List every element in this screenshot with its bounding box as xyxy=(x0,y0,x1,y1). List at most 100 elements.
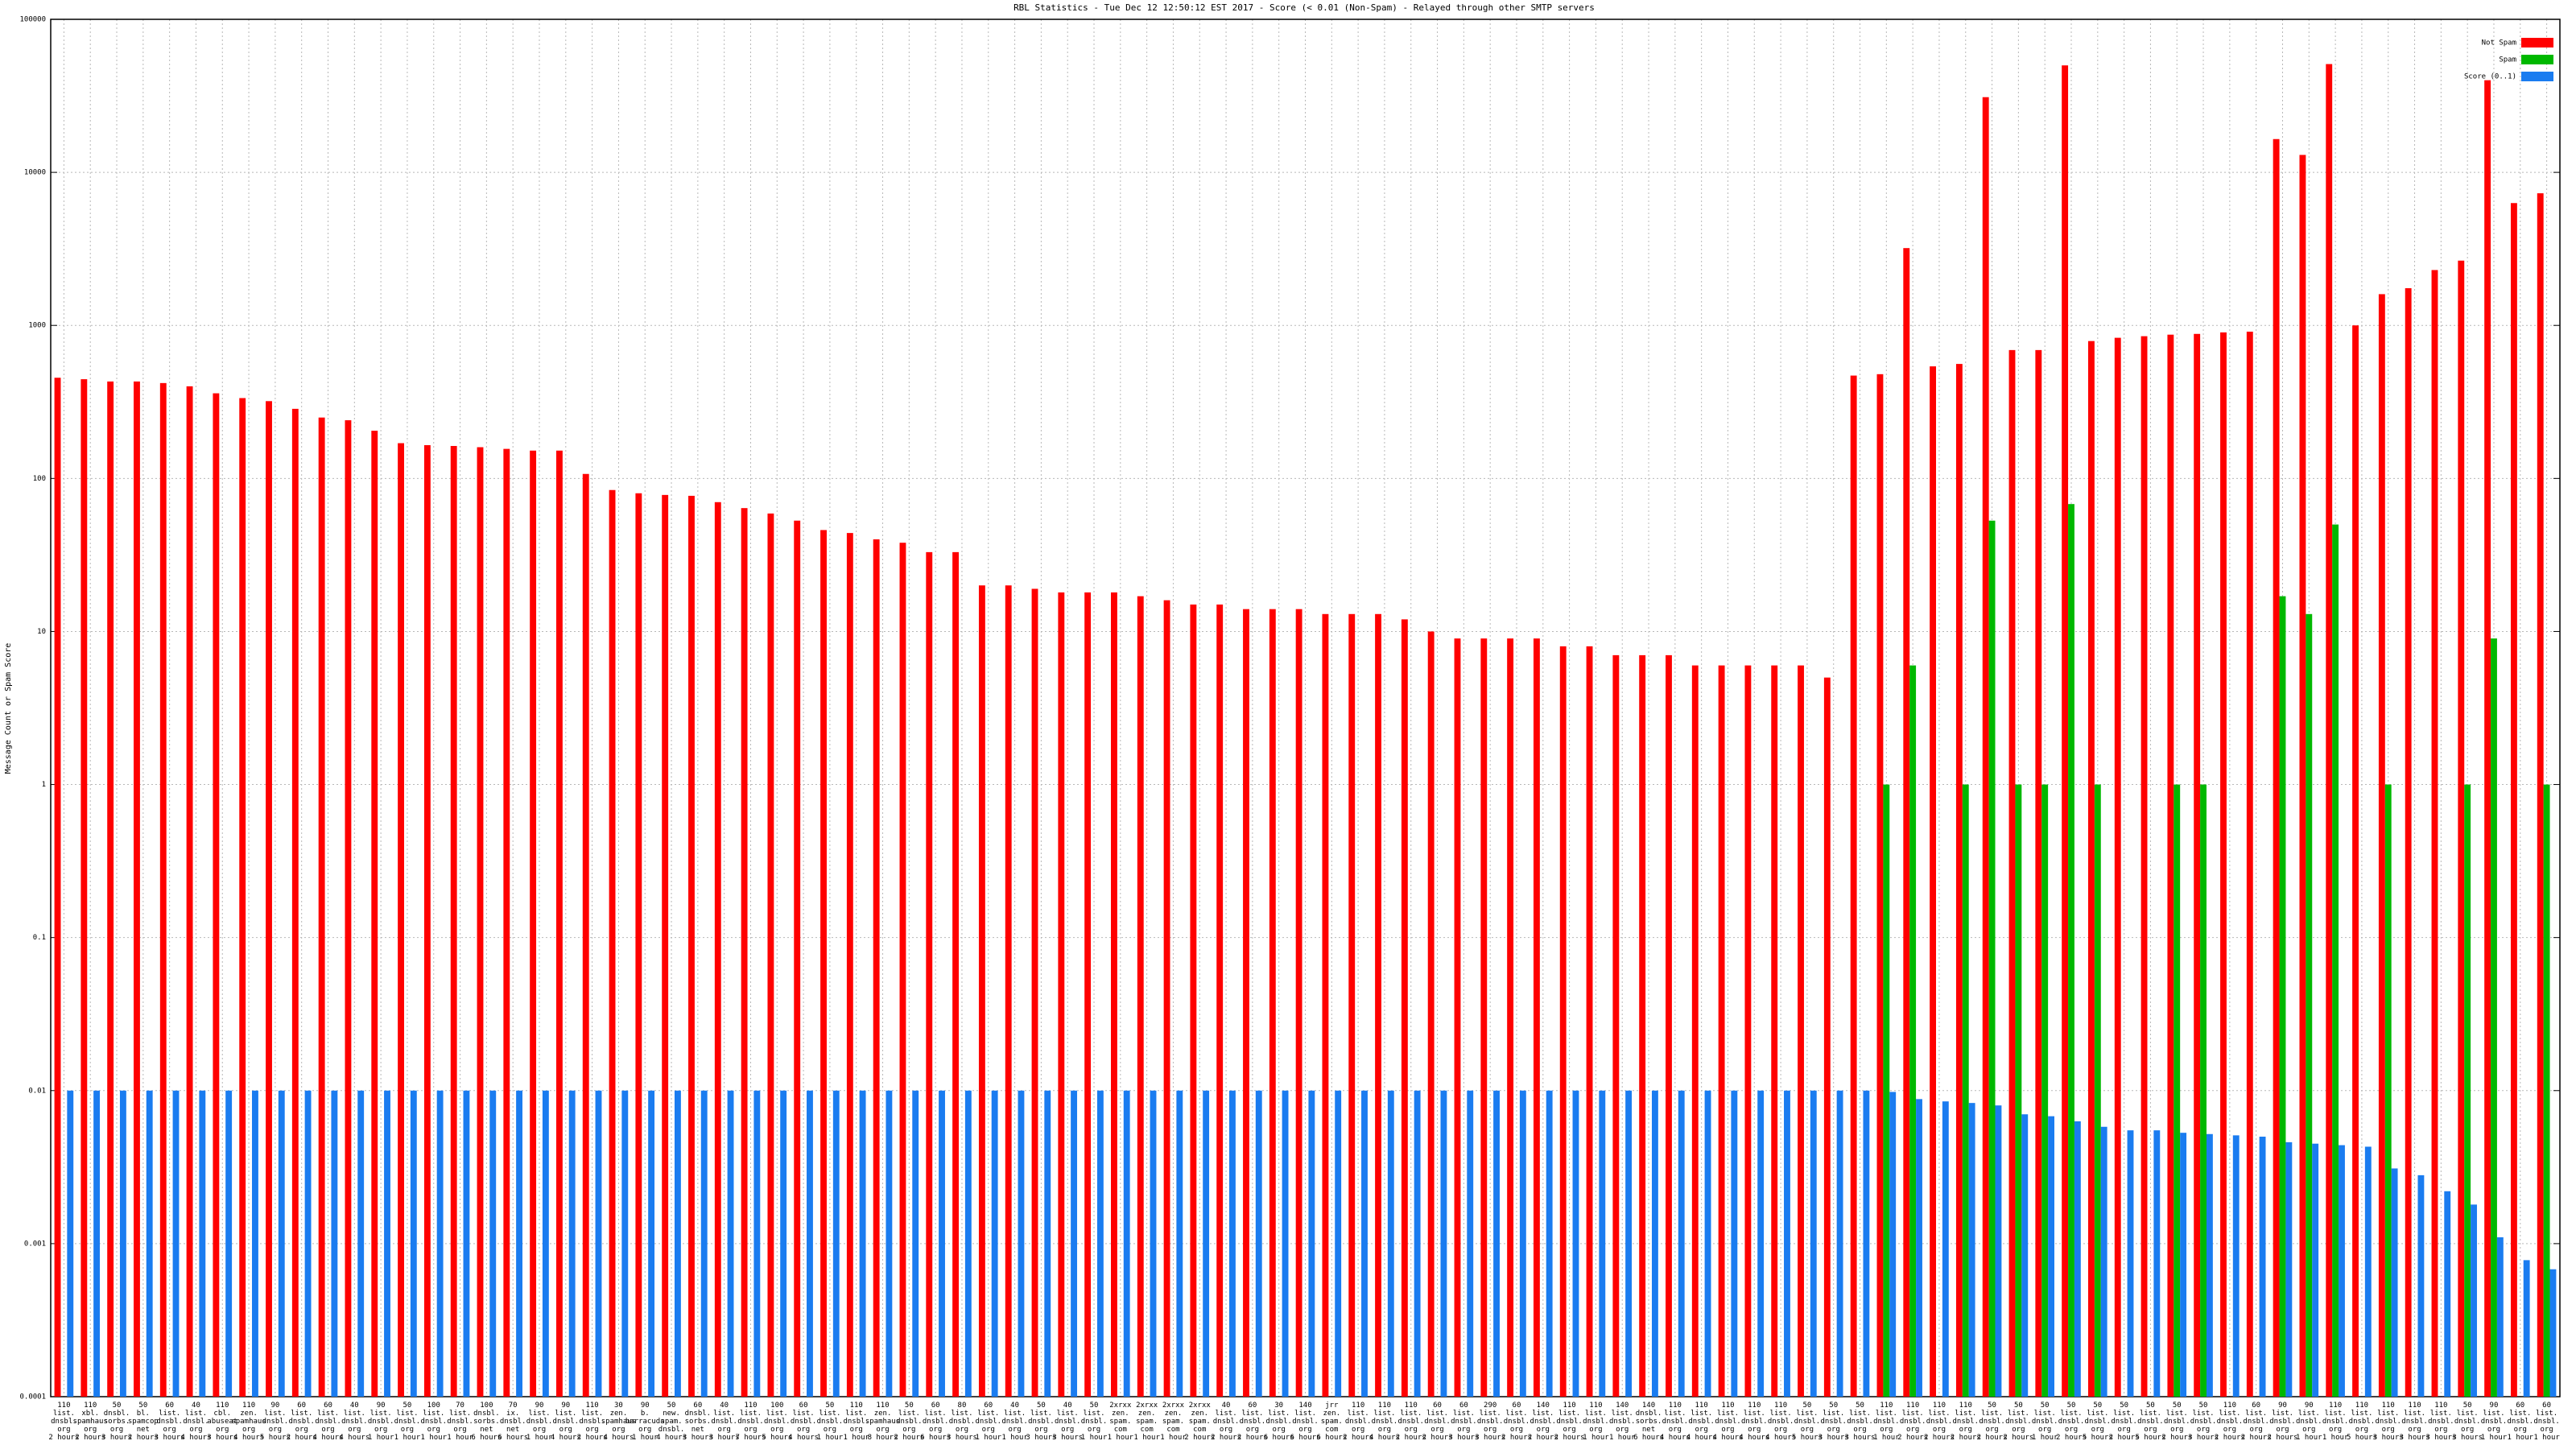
bar xyxy=(2140,336,2148,1397)
x-tick-label: 70 ix. dnsbl. net 6 hours xyxy=(497,1402,528,1442)
bar xyxy=(807,1090,813,1397)
bar xyxy=(648,1090,655,1397)
bar xyxy=(1519,1090,1526,1397)
bar xyxy=(1322,613,1329,1397)
x-tick-label: 110 list. dnsbl. org 2 hours xyxy=(1924,1402,1955,1442)
bar xyxy=(2279,596,2286,1397)
bar xyxy=(2114,337,2121,1397)
x-tick-label: 110 list. dnsbl. org 7 hours xyxy=(736,1402,766,1442)
bar xyxy=(767,513,774,1397)
bar xyxy=(503,448,510,1397)
bar xyxy=(2496,1237,2504,1397)
y-axis-label: Message Count or Spam Score xyxy=(4,643,13,774)
bar xyxy=(794,520,801,1397)
bar xyxy=(2491,638,2497,1397)
x-tick-label: 110 list. dnsbl. org 4 hours xyxy=(1660,1402,1690,1442)
x-tick-label: 50 list. dnsbl. org 2 hours xyxy=(1977,1402,2008,1442)
bar xyxy=(2232,1135,2240,1397)
bar xyxy=(741,508,748,1397)
bar xyxy=(1962,784,1969,1397)
x-tick-label: 50 list. dnsbl. org 2 hours xyxy=(2161,1402,2192,1442)
x-tick-label: 110 list. dnsbl. org 3 hours xyxy=(2373,1402,2404,1442)
x-tick-label: 60 list. dnsbl. org 2 hours xyxy=(1237,1402,1268,1442)
x-tick-label: 100 dnsbl. sorbs. net 6 hours xyxy=(471,1402,502,1442)
bar xyxy=(2378,294,2385,1397)
bar xyxy=(674,1090,681,1397)
x-tick-label: 60 list. dnsbl. org 2 hours xyxy=(1501,1402,1532,1442)
x-tick-label: 140 list. dnsbl. org 1 hour xyxy=(1609,1402,1636,1442)
bar xyxy=(345,420,352,1397)
bar xyxy=(1071,1090,1078,1397)
bar xyxy=(2391,1168,2398,1397)
x-tick-label: 30 list. dnsbl. org 6 hours xyxy=(1264,1402,1294,1442)
bar xyxy=(1889,1092,1897,1397)
bar xyxy=(1414,1090,1421,1397)
bar xyxy=(477,447,484,1397)
bar xyxy=(2484,80,2491,1397)
x-tick-label: 50 list. dnsbl. org 3 hours xyxy=(2452,1402,2483,1442)
bar xyxy=(1930,366,1937,1397)
bar xyxy=(1968,1103,1975,1397)
bar xyxy=(54,378,61,1397)
bar xyxy=(1955,364,1963,1397)
bar xyxy=(1836,1090,1843,1397)
bar xyxy=(410,1090,417,1397)
bar xyxy=(1255,1090,1262,1397)
x-tick-label: 100 list. dnsbl. org 1 hour xyxy=(420,1402,447,1442)
bar xyxy=(952,551,960,1397)
x-tick-label: jrr zen. spam. com 6 hours xyxy=(1316,1402,1347,1442)
x-tick-label: 90 list. dnsbl. org 1 hour xyxy=(368,1402,394,1442)
bar xyxy=(119,1090,126,1397)
bar xyxy=(2339,1145,2345,1397)
x-tick-label: 40 list. dnsbl. org 3 hours xyxy=(709,1402,740,1442)
x-tick-label: 110 list. dnsbl. org 3 hours xyxy=(2425,1402,2456,1442)
y-tick-label: 0.0001 xyxy=(19,1393,46,1402)
bar xyxy=(1190,604,1197,1397)
bar xyxy=(635,493,642,1397)
bar xyxy=(1348,613,1356,1397)
bar xyxy=(873,539,880,1397)
x-tick-label: 80 list. dnsbl. org 3 hours xyxy=(947,1402,977,1442)
bar xyxy=(2352,325,2359,1397)
x-tick-label: 50 list. dnsbl. org 5 hours xyxy=(2083,1402,2113,1442)
bar xyxy=(2417,1174,2425,1397)
bar xyxy=(1639,654,1646,1397)
x-tick-label: 90 list. dnsbl. org 4 hours xyxy=(551,1402,581,1442)
x-tick-label: 110 list. dnsbl. org 3 hours xyxy=(2400,1402,2430,1442)
bar xyxy=(1651,1090,1658,1397)
bar xyxy=(820,530,827,1397)
bar xyxy=(1269,609,1276,1397)
bar xyxy=(159,382,167,1397)
legend-label: Score (0..1) xyxy=(2464,73,2516,81)
x-tick-label: 50 list. dnsbl. org 1 hour xyxy=(394,1402,421,1442)
bar xyxy=(2167,334,2174,1397)
bar xyxy=(2094,784,2101,1397)
x-tick-label: 110 list. dnsbl. org 2 hours xyxy=(577,1402,608,1442)
bar xyxy=(2246,332,2253,1397)
bar xyxy=(2285,1141,2293,1397)
bar xyxy=(2048,1116,2055,1397)
bar xyxy=(2127,1130,2134,1397)
x-tick-label: 110 list. dnsbl. org 2 hours xyxy=(1951,1402,1981,1442)
bar xyxy=(2543,784,2550,1397)
bar xyxy=(939,1090,945,1397)
x-tick-label: 90 list. dnsbl. org 1 hour xyxy=(2296,1402,2322,1442)
bar xyxy=(2068,504,2074,1397)
bar xyxy=(1203,1090,1210,1397)
x-tick-label: 70 list. dnsbl. org 1 hour xyxy=(447,1402,473,1442)
bar xyxy=(2549,1269,2557,1397)
y-tick-label: 100000 xyxy=(19,16,46,24)
x-tick-label: 30 zen. spamhaus org 4 hours xyxy=(601,1402,636,1442)
x-tick-label: 100 list. dnsbl. org 5 hours xyxy=(762,1402,792,1442)
x-tick-label: 110 list. dnsbl. org 4 hours xyxy=(1369,1402,1400,1442)
bar xyxy=(542,1090,549,1397)
bar xyxy=(662,494,669,1397)
bar xyxy=(568,1090,576,1397)
bar xyxy=(899,543,906,1397)
x-tick-label: 110 list. dnsbl. org 5 hours xyxy=(2347,1402,2377,1442)
x-tick-label: 90 list. dnsbl. org 5 hours xyxy=(260,1402,291,1442)
bar xyxy=(2364,1146,2372,1397)
bar xyxy=(2299,155,2306,1397)
x-tick-label: 60 list. dnsbl. org 3 hours xyxy=(155,1402,185,1442)
